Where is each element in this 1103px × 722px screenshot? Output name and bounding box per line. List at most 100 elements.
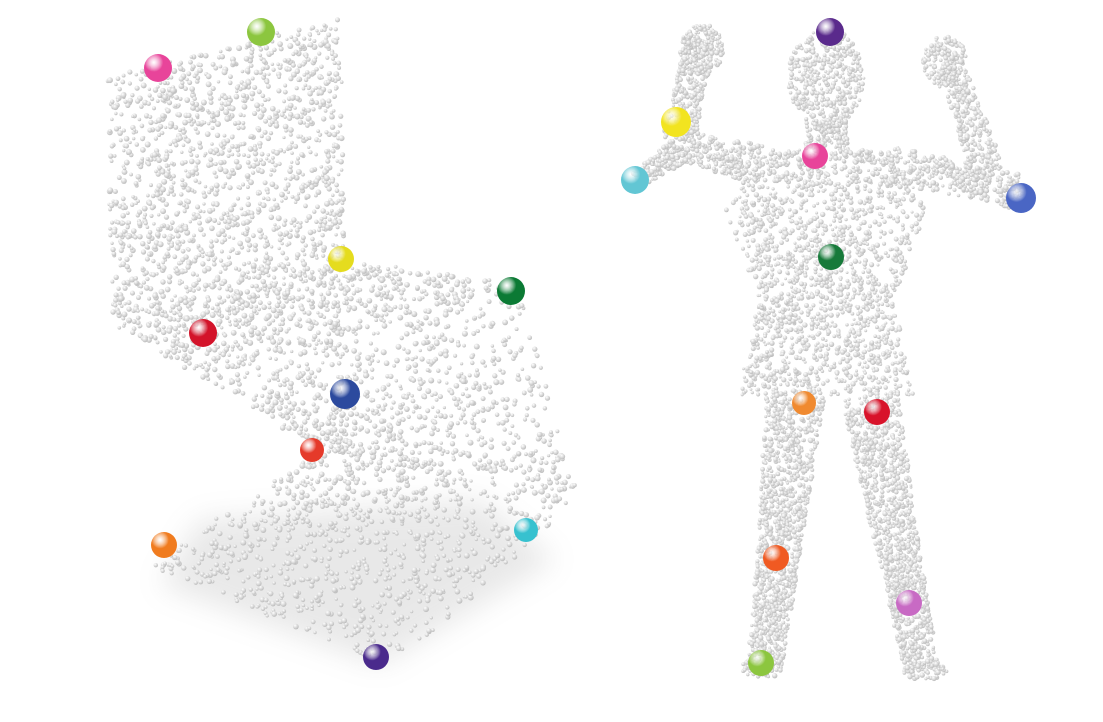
point xyxy=(562,479,568,486)
point xyxy=(116,286,121,291)
point xyxy=(537,467,543,473)
point xyxy=(169,571,174,576)
point xyxy=(118,232,124,238)
point xyxy=(340,152,346,158)
point xyxy=(373,303,378,309)
point xyxy=(395,343,402,350)
point xyxy=(131,319,137,325)
point xyxy=(256,288,261,293)
point xyxy=(142,336,148,343)
point xyxy=(449,287,455,293)
point xyxy=(191,147,196,152)
point xyxy=(188,348,194,355)
point xyxy=(127,318,132,322)
point xyxy=(448,421,455,428)
point xyxy=(299,294,305,300)
point xyxy=(300,61,306,67)
point xyxy=(174,211,180,217)
point xyxy=(842,138,846,142)
point xyxy=(153,136,159,141)
point xyxy=(304,287,310,292)
point xyxy=(249,604,255,609)
point xyxy=(424,460,428,464)
point xyxy=(155,99,160,103)
point xyxy=(185,137,191,144)
point xyxy=(121,73,126,78)
point xyxy=(827,129,833,135)
point xyxy=(161,178,168,185)
point xyxy=(837,119,842,124)
point xyxy=(277,570,284,576)
point xyxy=(501,440,507,446)
point xyxy=(502,465,509,471)
point xyxy=(308,37,312,41)
point xyxy=(477,458,483,463)
point xyxy=(446,558,450,562)
point xyxy=(401,579,406,584)
point xyxy=(223,346,230,353)
point xyxy=(188,220,192,224)
point xyxy=(415,583,421,589)
point xyxy=(338,135,345,142)
point xyxy=(496,526,503,533)
point xyxy=(338,113,344,119)
point xyxy=(212,366,218,373)
point xyxy=(455,509,460,514)
point xyxy=(473,526,478,531)
point xyxy=(375,600,380,604)
point xyxy=(261,58,267,65)
point xyxy=(808,63,813,68)
point xyxy=(325,290,332,296)
point xyxy=(410,394,414,398)
point xyxy=(475,409,481,415)
point xyxy=(428,466,434,472)
point xyxy=(175,559,181,566)
point xyxy=(543,383,549,389)
point xyxy=(325,55,330,60)
point xyxy=(260,498,266,505)
point xyxy=(868,224,872,229)
point xyxy=(188,307,193,312)
point xyxy=(519,303,525,309)
point xyxy=(487,389,493,395)
point xyxy=(331,414,337,421)
point xyxy=(197,215,202,220)
point xyxy=(233,121,238,126)
point xyxy=(172,326,178,332)
point xyxy=(331,155,336,159)
point xyxy=(169,75,174,80)
point xyxy=(193,255,199,260)
point xyxy=(308,179,312,184)
point xyxy=(308,42,314,48)
point xyxy=(437,394,443,400)
point xyxy=(264,575,269,580)
point xyxy=(504,417,510,423)
point xyxy=(302,72,307,77)
point xyxy=(303,500,309,507)
point xyxy=(386,267,391,272)
point xyxy=(490,506,497,513)
point xyxy=(319,559,324,564)
point xyxy=(366,638,371,643)
point xyxy=(791,305,797,311)
point xyxy=(331,300,338,306)
point xyxy=(838,305,844,312)
point xyxy=(304,362,310,367)
point xyxy=(376,403,381,409)
point xyxy=(265,314,271,320)
point xyxy=(248,362,252,366)
point xyxy=(283,582,288,587)
point xyxy=(260,107,267,113)
point xyxy=(329,113,335,120)
keypoint-seat-left xyxy=(189,319,217,347)
point xyxy=(542,406,548,411)
point xyxy=(389,487,393,492)
point xyxy=(276,88,282,94)
point xyxy=(189,158,195,165)
point xyxy=(318,274,324,280)
point xyxy=(320,232,325,238)
point xyxy=(555,429,560,434)
point xyxy=(372,496,378,502)
point xyxy=(299,306,305,312)
point xyxy=(277,41,283,47)
